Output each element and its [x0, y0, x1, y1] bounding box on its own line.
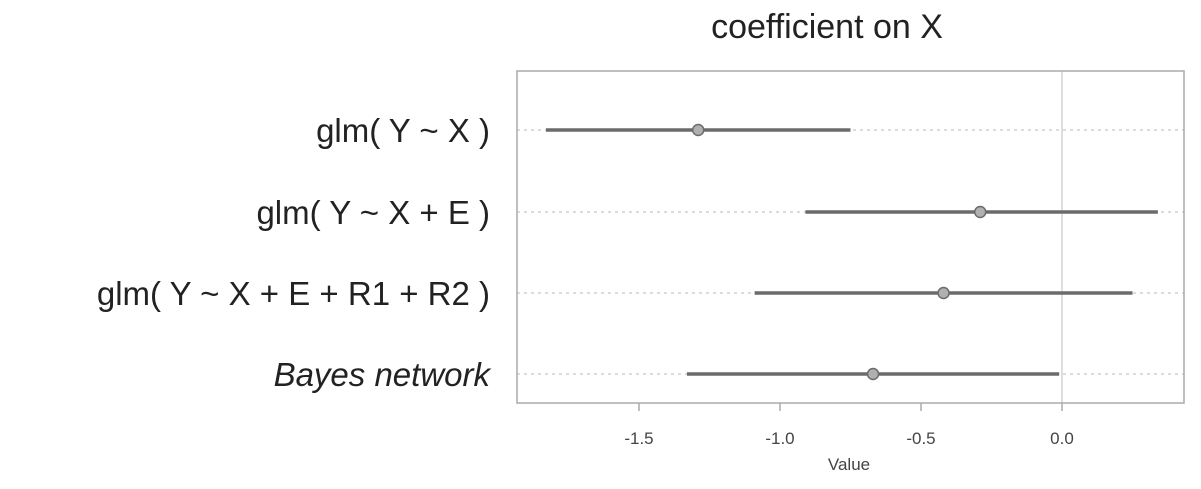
plot-frame: [516, 70, 1185, 404]
interval-marks: [545, 123, 1158, 381]
x-tick-label: -1.0: [765, 429, 794, 448]
estimate-point: [691, 123, 705, 137]
x-tick-label: 0.0: [1050, 429, 1074, 448]
x-tick-label: -1.5: [624, 429, 653, 448]
estimate-point: [937, 286, 950, 300]
x-axis-ticks: -1.5 -1.0 -0.5 0.0: [624, 403, 1074, 448]
x-tick-label: -0.5: [906, 429, 935, 448]
category-labels: glm( Y ~ X ) glm( Y ~ X + E ) glm( Y ~ X +…: [97, 112, 492, 393]
estimate-point: [973, 205, 987, 219]
category-label: glm( Y ~ X + E + R1 + R2 ): [97, 275, 490, 312]
category-label: glm( Y ~ X + E ): [256, 194, 490, 231]
estimate-point: [866, 367, 880, 381]
x-axis-title: Value: [828, 455, 870, 474]
grid-layer: [517, 129, 1184, 375]
category-label: Bayes network: [274, 356, 492, 393]
category-label: glm( Y ~ X ): [316, 112, 490, 149]
chart-title: coefficient on X: [711, 8, 943, 46]
